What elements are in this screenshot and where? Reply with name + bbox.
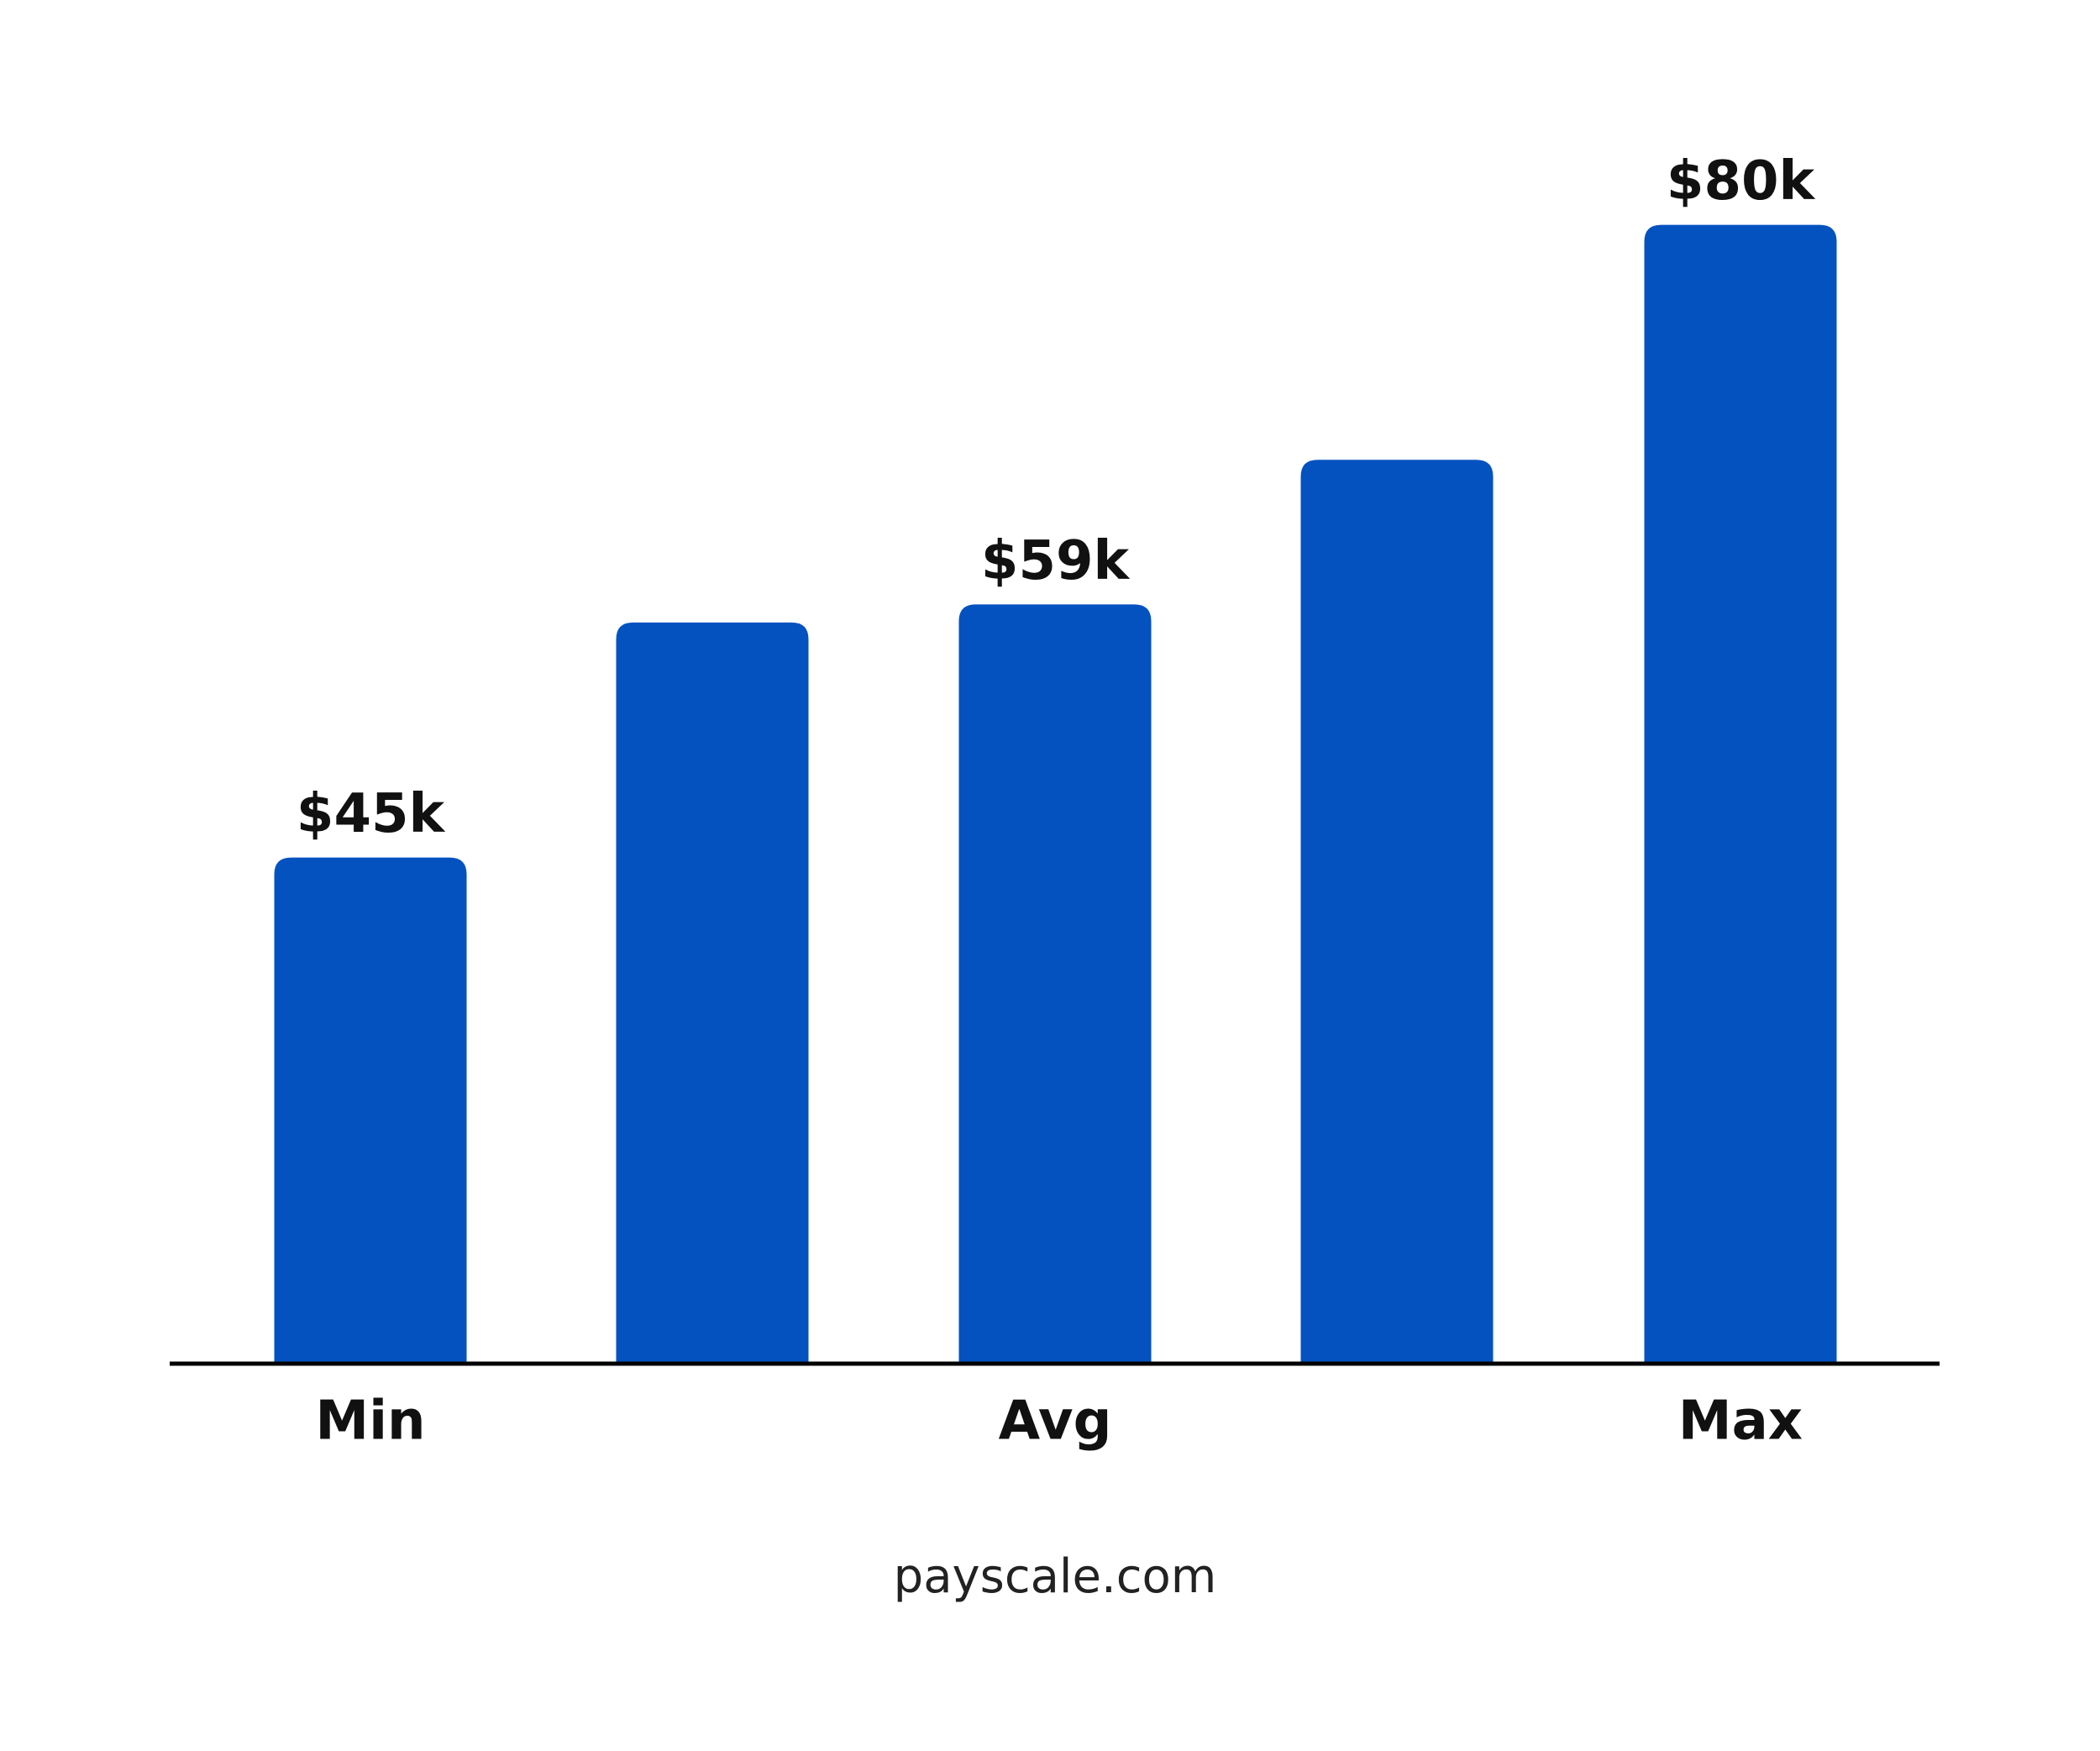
x-tick-label: Avg	[999, 1391, 1112, 1453]
bar	[616, 622, 809, 1364]
value-label: $59k	[981, 530, 1131, 592]
source: payscale.com	[894, 1549, 1217, 1604]
value-label: $80k	[1667, 150, 1816, 213]
bar	[274, 857, 467, 1364]
x-tick-label: Max	[1678, 1391, 1803, 1453]
value-label: $45k	[297, 783, 446, 845]
x-tick-label: Min	[315, 1391, 425, 1453]
bar	[958, 604, 1152, 1364]
bar	[1644, 224, 1837, 1365]
bar	[1300, 460, 1494, 1365]
